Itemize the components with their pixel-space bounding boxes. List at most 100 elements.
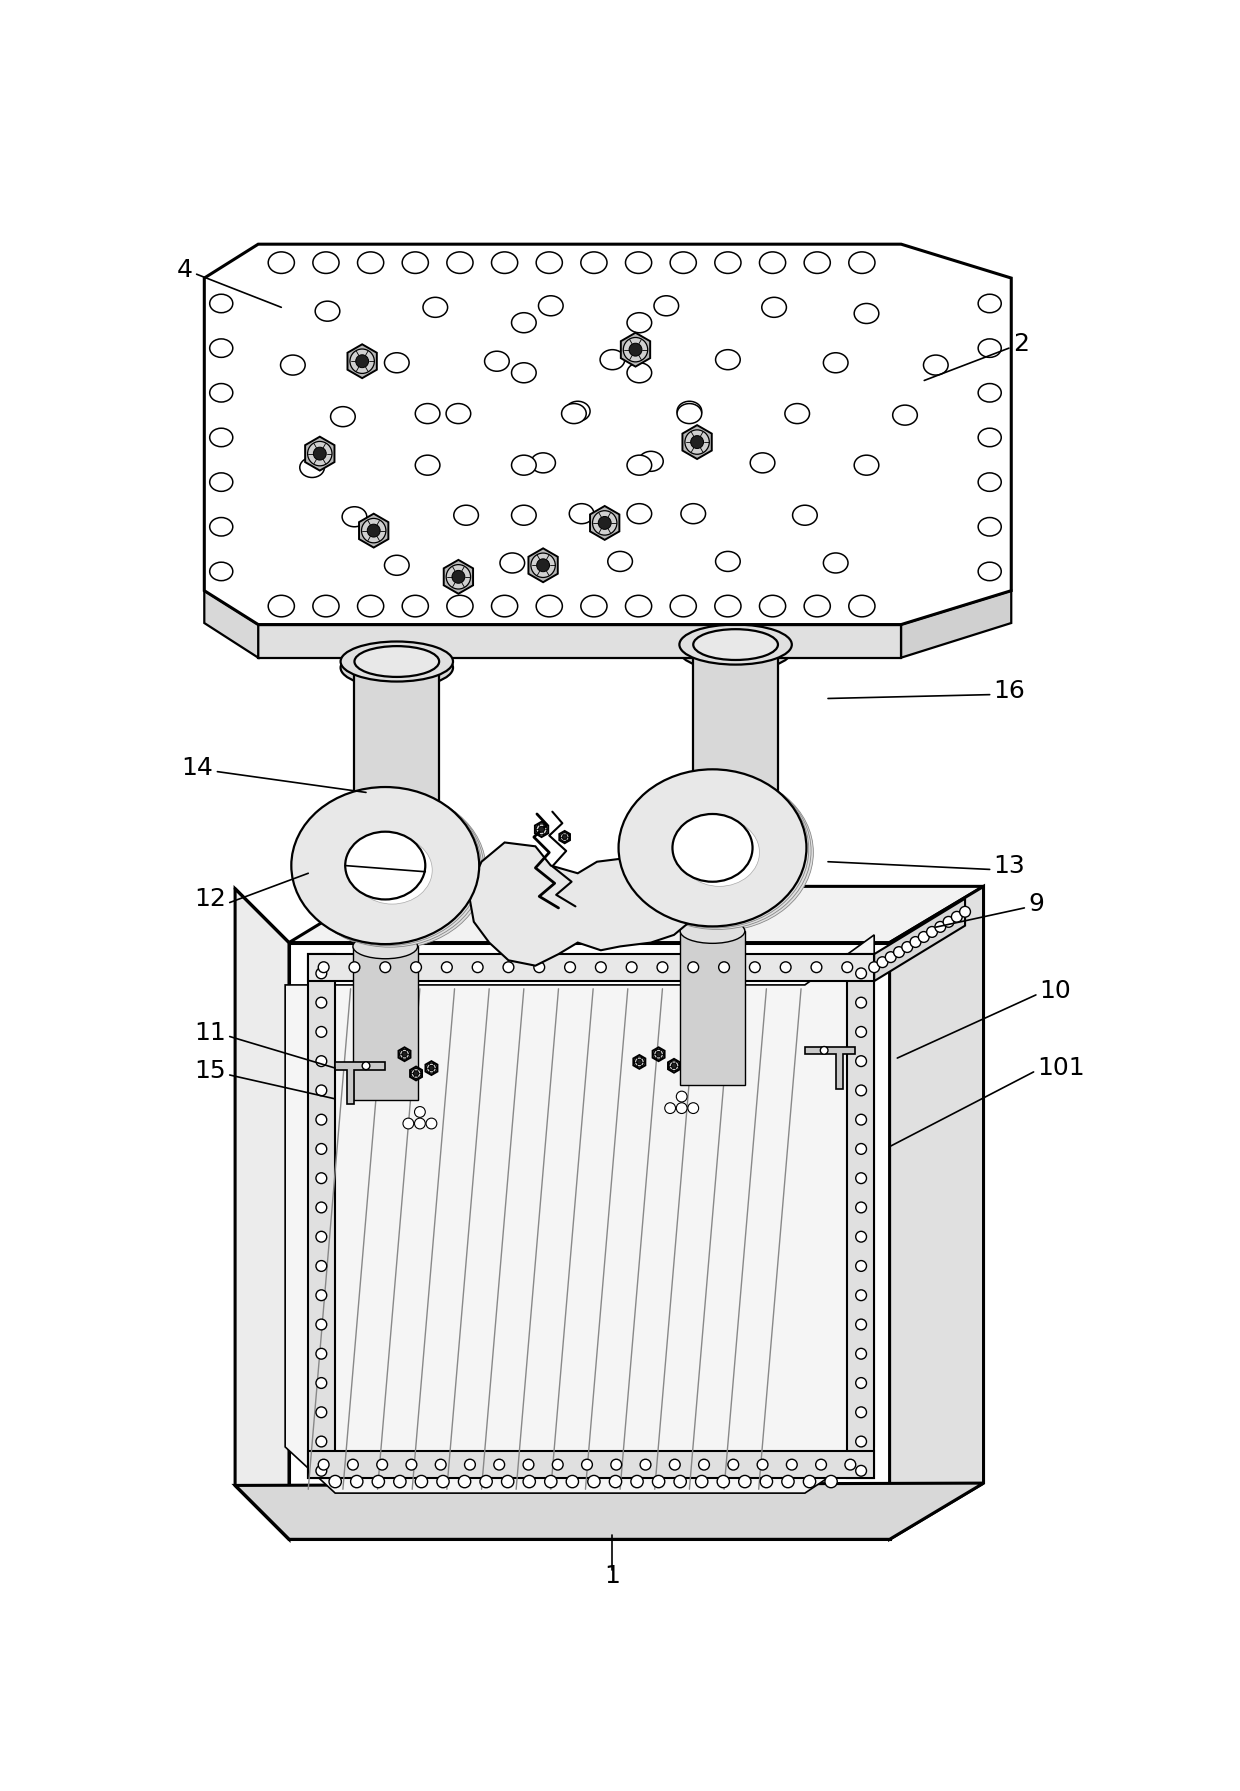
Ellipse shape (792, 505, 817, 525)
Circle shape (629, 344, 642, 356)
Ellipse shape (627, 313, 652, 333)
Circle shape (749, 962, 760, 973)
Circle shape (676, 1103, 687, 1114)
Ellipse shape (715, 552, 740, 571)
Ellipse shape (677, 403, 702, 424)
Polygon shape (805, 1046, 854, 1089)
Circle shape (739, 1476, 751, 1488)
Circle shape (719, 962, 729, 973)
Circle shape (821, 1046, 828, 1055)
Ellipse shape (331, 407, 355, 426)
Circle shape (316, 1143, 326, 1155)
Circle shape (670, 1460, 681, 1470)
Ellipse shape (677, 401, 702, 421)
Ellipse shape (761, 297, 786, 317)
Ellipse shape (680, 818, 759, 887)
Circle shape (412, 1069, 422, 1078)
Ellipse shape (675, 815, 755, 883)
Circle shape (696, 1476, 708, 1488)
Circle shape (856, 1436, 867, 1447)
Polygon shape (335, 1062, 386, 1105)
Ellipse shape (210, 338, 233, 358)
Circle shape (640, 1460, 651, 1470)
Text: 15: 15 (195, 1058, 226, 1084)
Ellipse shape (569, 503, 594, 523)
Circle shape (316, 998, 326, 1008)
Polygon shape (309, 1451, 874, 1478)
Circle shape (501, 1476, 513, 1488)
Ellipse shape (680, 630, 792, 672)
Circle shape (379, 962, 391, 973)
Circle shape (804, 1476, 816, 1488)
Ellipse shape (384, 353, 409, 373)
Circle shape (316, 1349, 326, 1359)
Ellipse shape (531, 453, 556, 473)
Ellipse shape (627, 503, 652, 523)
Circle shape (347, 1460, 358, 1470)
Circle shape (399, 1050, 409, 1058)
Ellipse shape (345, 831, 425, 899)
Text: 12: 12 (193, 887, 226, 910)
Circle shape (316, 1290, 326, 1300)
Ellipse shape (627, 364, 652, 383)
Circle shape (308, 441, 332, 466)
Polygon shape (470, 842, 704, 965)
Ellipse shape (294, 788, 481, 946)
Ellipse shape (512, 505, 536, 525)
Circle shape (536, 824, 547, 835)
Circle shape (316, 1436, 326, 1447)
Ellipse shape (500, 553, 525, 573)
Text: 9: 9 (1028, 892, 1044, 915)
Ellipse shape (624, 772, 811, 930)
Polygon shape (258, 625, 901, 657)
Circle shape (413, 1071, 419, 1076)
Circle shape (856, 1465, 867, 1476)
Circle shape (316, 1232, 326, 1243)
Ellipse shape (352, 836, 433, 904)
Polygon shape (889, 887, 983, 1538)
Polygon shape (425, 1060, 438, 1075)
Circle shape (811, 962, 822, 973)
Ellipse shape (681, 503, 706, 523)
Circle shape (350, 962, 360, 973)
Ellipse shape (291, 786, 479, 944)
Circle shape (816, 1460, 826, 1470)
Ellipse shape (854, 303, 879, 324)
Circle shape (856, 1377, 867, 1388)
Ellipse shape (823, 353, 848, 373)
Circle shape (362, 518, 386, 543)
Circle shape (652, 1476, 665, 1488)
Circle shape (356, 355, 368, 367)
Circle shape (624, 337, 647, 362)
Polygon shape (236, 1483, 983, 1538)
Circle shape (675, 1476, 686, 1488)
Circle shape (316, 1114, 326, 1125)
Polygon shape (360, 514, 388, 548)
Circle shape (760, 1476, 773, 1488)
Circle shape (960, 906, 971, 917)
Ellipse shape (299, 792, 486, 949)
Circle shape (781, 1476, 794, 1488)
Ellipse shape (268, 253, 294, 274)
Polygon shape (205, 244, 1012, 625)
Circle shape (402, 1051, 407, 1057)
Ellipse shape (714, 253, 742, 274)
Circle shape (856, 1143, 867, 1155)
Circle shape (494, 1460, 505, 1470)
Circle shape (415, 1476, 428, 1488)
Polygon shape (444, 561, 474, 595)
Polygon shape (847, 955, 874, 1478)
Circle shape (636, 1058, 642, 1064)
Ellipse shape (402, 253, 428, 274)
Ellipse shape (491, 595, 517, 616)
Circle shape (531, 553, 556, 577)
Circle shape (844, 1460, 856, 1470)
Circle shape (595, 962, 606, 973)
Ellipse shape (677, 817, 758, 885)
Circle shape (825, 1476, 837, 1488)
Circle shape (919, 931, 929, 942)
Circle shape (698, 1460, 709, 1470)
Ellipse shape (670, 595, 697, 616)
Circle shape (869, 962, 879, 973)
Ellipse shape (627, 455, 652, 475)
